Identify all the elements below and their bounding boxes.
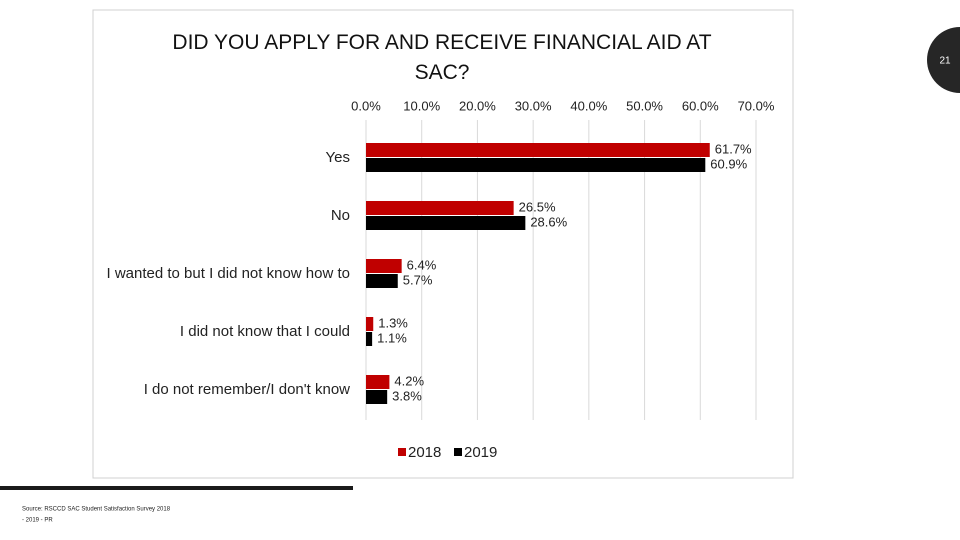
bar: [366, 216, 526, 230]
source: - 2019 - PR: [22, 518, 53, 524]
value-label: 1.1%: [377, 330, 407, 345]
value-label: 26.5%: [519, 199, 556, 214]
category-label: Yes: [326, 149, 350, 166]
x-tick-label: 70.0%: [738, 98, 775, 113]
x-tick-label: 10.0%: [403, 98, 440, 113]
bar: [366, 259, 402, 273]
bar: [366, 158, 706, 172]
chart-title: DID YOU APPLY FOR AND RECEIVE FINANCIAL …: [172, 31, 712, 84]
page-badge: [927, 27, 960, 93]
value-label: 4.2%: [394, 373, 424, 388]
x-tick-label: 0.0%: [351, 98, 381, 113]
bar: [366, 390, 388, 404]
bar: [366, 317, 374, 331]
value-label: 28.6%: [530, 214, 567, 229]
divider: [0, 486, 353, 490]
x-tick-label: 50.0%: [626, 98, 663, 113]
x-tick-label: 40.0%: [570, 98, 607, 113]
legend-swatch: [398, 448, 406, 456]
x-tick-label: 60.0%: [682, 98, 719, 113]
value-label: 1.3%: [378, 315, 408, 330]
legend-label: 2018: [408, 444, 441, 461]
legend-swatch: [454, 448, 462, 456]
chart-frame: [92, 9, 794, 479]
value-label: 61.7%: [715, 141, 752, 156]
bar: [366, 274, 398, 288]
category-label: I do not remember/I don't know: [144, 381, 350, 398]
value-label: 3.8%: [392, 388, 422, 403]
category-label: I wanted to but I did not know how to: [107, 265, 351, 282]
x-tick-label: 20.0%: [459, 98, 496, 113]
category-label: I did not know that I could: [180, 323, 350, 340]
value-label: 60.9%: [710, 156, 747, 171]
category-label: No: [331, 207, 350, 224]
source: Source: RSCCD SAC Student Satisfaction S…: [22, 507, 171, 513]
value-label: 5.7%: [403, 272, 433, 287]
legend-label: 2019: [464, 444, 497, 461]
bar: [366, 375, 390, 389]
value-label: 6.4%: [407, 257, 437, 272]
page-number: 21: [939, 56, 951, 67]
bar: [366, 143, 710, 157]
bar: [366, 332, 373, 346]
bar: [366, 201, 514, 215]
x-tick-label: 30.0%: [515, 98, 552, 113]
